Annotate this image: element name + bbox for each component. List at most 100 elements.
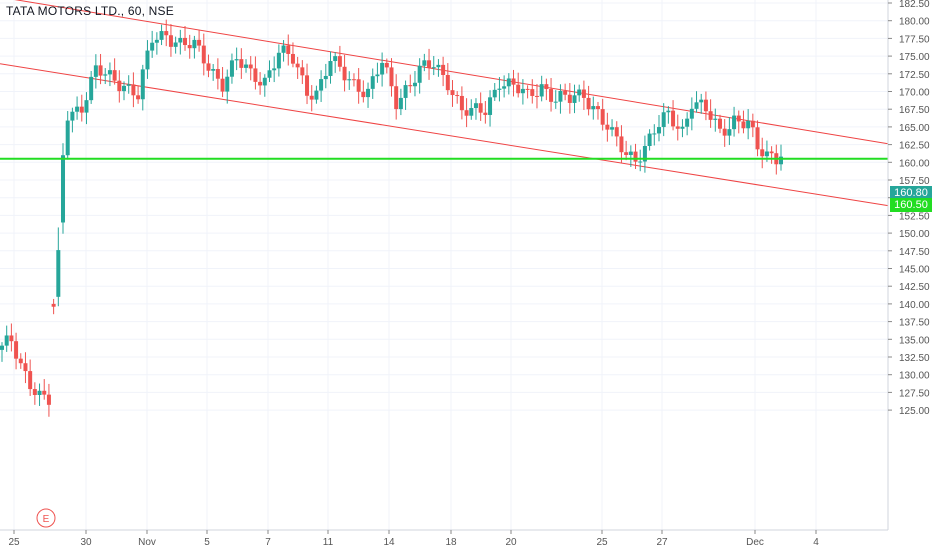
time-axis[interactable]: 25 30 Nov 5 7 11 14 18 20 25 27 Dec 4	[0, 529, 888, 548]
candle-body	[70, 111, 75, 121]
candle-body	[408, 85, 413, 87]
candle-body	[89, 76, 94, 101]
price-tick-label: 137.50	[899, 318, 930, 329]
candle-body	[750, 120, 755, 128]
candle-body	[126, 84, 131, 86]
candle-body	[183, 37, 188, 46]
candle-body	[309, 95, 314, 100]
candle-body	[342, 66, 347, 81]
time-tick-label: 27	[656, 537, 668, 548]
price-tick-label: 150.00	[899, 229, 930, 240]
price-tick-label: 177.50	[899, 34, 930, 45]
candle-body	[0, 345, 4, 350]
candle-body	[112, 70, 117, 81]
price-tick-label: 167.50	[899, 105, 930, 116]
price-tick-label: 152.50	[899, 211, 930, 222]
candle-body	[441, 64, 446, 75]
candle-body	[764, 151, 769, 157]
candle-body	[347, 79, 352, 81]
candle-body	[23, 363, 28, 372]
candle-body	[506, 78, 511, 87]
price-tick-label: 140.00	[899, 300, 930, 311]
candle-body	[530, 89, 535, 96]
candle-body	[577, 89, 582, 96]
time-tick-label: 11	[323, 537, 334, 548]
candle-body	[253, 68, 258, 82]
candle-body	[483, 112, 488, 115]
channel-lower-line[interactable]	[0, 63, 889, 207]
candle-body	[375, 74, 380, 77]
candle-body	[46, 394, 51, 405]
candle-body	[131, 84, 136, 96]
earnings-marker-circle[interactable]	[36, 508, 56, 528]
candle-body	[398, 97, 403, 110]
time-tick-label: 30	[80, 537, 92, 548]
candle-body	[225, 76, 230, 92]
candle-body	[567, 94, 572, 103]
price-tick-label: 160.00	[899, 158, 930, 169]
candle-body	[497, 88, 502, 90]
price-tick-label: 180.00	[899, 17, 930, 28]
price-tick-label: 132.50	[899, 353, 930, 364]
price-tick-label: 135.00	[899, 335, 930, 346]
time-tick-label: 5	[204, 537, 210, 548]
candle-body	[624, 152, 629, 155]
earnings-marker[interactable]: E	[36, 508, 56, 528]
candle-body	[32, 389, 37, 395]
candle-body	[9, 335, 14, 342]
candle-body	[84, 100, 89, 113]
candle-body	[192, 39, 197, 49]
price-tick-label: 127.50	[899, 388, 930, 399]
candle-body	[290, 53, 295, 64]
candle-body	[286, 45, 291, 54]
candle-body	[492, 89, 497, 98]
candle-body	[422, 60, 427, 66]
support-price-label: 160.50	[890, 198, 932, 212]
candle-body	[4, 335, 9, 346]
candle-body	[366, 88, 371, 98]
candle-body	[150, 42, 155, 51]
candle-body	[305, 75, 310, 96]
candle-body	[258, 81, 263, 86]
candle-body	[685, 118, 690, 127]
candle-body	[168, 35, 173, 47]
candle-body	[459, 95, 464, 111]
candle-body	[656, 127, 661, 134]
candle-body	[628, 151, 633, 155]
candle-body	[534, 95, 539, 97]
candle-body	[511, 78, 516, 85]
candle-body	[117, 80, 122, 92]
candle-body	[328, 61, 333, 76]
candle-body	[671, 110, 676, 127]
candle-body	[708, 111, 713, 120]
time-tick-label: 7	[265, 537, 271, 548]
candle-body	[140, 69, 145, 100]
candle-body	[563, 90, 568, 95]
candle-body	[351, 79, 356, 81]
price-axis[interactable]: 125.00 127.50 130.00 132.50 135.00 137.50 140.…	[887, 0, 930, 530]
candle-body	[703, 99, 708, 112]
candle-body	[239, 59, 244, 68]
candle-body	[61, 155, 66, 223]
candle-body	[732, 115, 737, 130]
candle-body	[220, 78, 225, 92]
candle-body	[525, 88, 530, 90]
candle-body	[699, 99, 704, 103]
candle-body	[159, 31, 164, 40]
time-tick-label: 25	[596, 537, 608, 548]
candle-body	[206, 63, 211, 71]
candle-body	[488, 97, 493, 115]
candle-body	[680, 126, 685, 129]
candle-body	[380, 62, 385, 75]
candle-body	[694, 102, 699, 109]
candle-body	[178, 37, 183, 43]
candle-body	[586, 97, 591, 110]
candle-body	[572, 95, 577, 103]
candle-body	[727, 129, 732, 136]
candle-body	[666, 110, 671, 113]
candle-body	[642, 145, 647, 162]
candle-body	[412, 82, 417, 87]
candle-body	[403, 85, 408, 98]
candle-body	[18, 358, 23, 364]
